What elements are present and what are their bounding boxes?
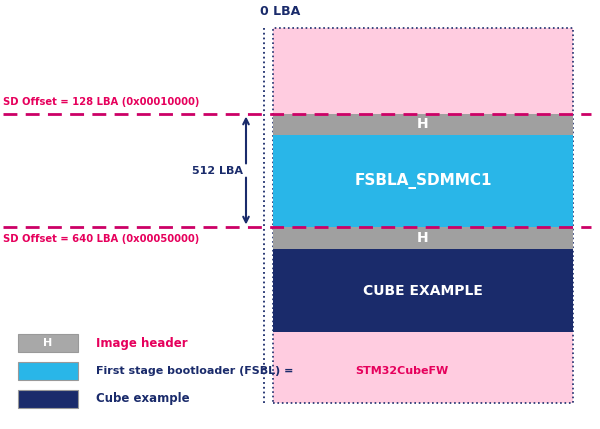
Text: SD Offset = 128 LBA (0x00010000): SD Offset = 128 LBA (0x00010000) <box>3 97 199 107</box>
Text: FSBLA_SDMMC1: FSBLA_SDMMC1 <box>354 173 492 189</box>
Text: First stage bootloader (FSBL) =: First stage bootloader (FSBL) = <box>96 366 297 376</box>
Text: CUBE EXAMPLE: CUBE EXAMPLE <box>363 284 483 298</box>
Bar <box>18 334 78 352</box>
Text: H: H <box>417 118 429 131</box>
Bar <box>273 249 573 332</box>
Text: 0 LBA: 0 LBA <box>260 6 301 18</box>
Text: H: H <box>417 231 429 245</box>
Bar <box>18 390 78 408</box>
Text: Image header: Image header <box>96 337 188 350</box>
Text: STM32CubeFW: STM32CubeFW <box>356 366 449 376</box>
Text: H: H <box>43 338 53 348</box>
Bar <box>273 227 573 249</box>
Bar <box>273 114 573 135</box>
Text: 512 LBA: 512 LBA <box>192 166 243 175</box>
Text: SD Offset = 640 LBA (0x00050000): SD Offset = 640 LBA (0x00050000) <box>3 234 199 244</box>
Bar <box>273 28 573 403</box>
Bar <box>273 135 573 227</box>
Bar <box>18 362 78 380</box>
Text: Cube example: Cube example <box>96 393 190 405</box>
